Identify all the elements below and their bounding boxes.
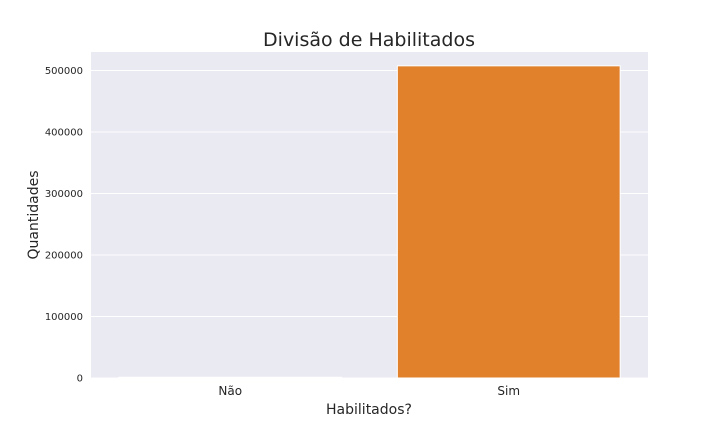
y-tick-label: 0	[77, 374, 83, 385]
bar	[118, 376, 343, 379]
y-tick-label: 300000	[45, 189, 83, 200]
bar	[396, 65, 621, 379]
x-axis-label: Habilitados?	[326, 402, 412, 418]
y-tick-label: 100000	[45, 312, 83, 323]
y-tick-label: 500000	[45, 66, 83, 77]
y-axis-label: Quantidades	[26, 171, 42, 260]
x-tick-label: Sim	[497, 384, 520, 398]
x-axis-ticks: Não Sim	[218, 384, 520, 398]
x-tick-label: Não	[218, 384, 242, 398]
chart-title: Divisão de Habilitados	[263, 29, 475, 51]
bars	[118, 65, 621, 379]
y-axis-ticks: 0 100000 200000 300000 400000 500000	[45, 66, 83, 385]
y-tick-label: 200000	[45, 250, 83, 261]
y-tick-label: 400000	[45, 127, 83, 138]
